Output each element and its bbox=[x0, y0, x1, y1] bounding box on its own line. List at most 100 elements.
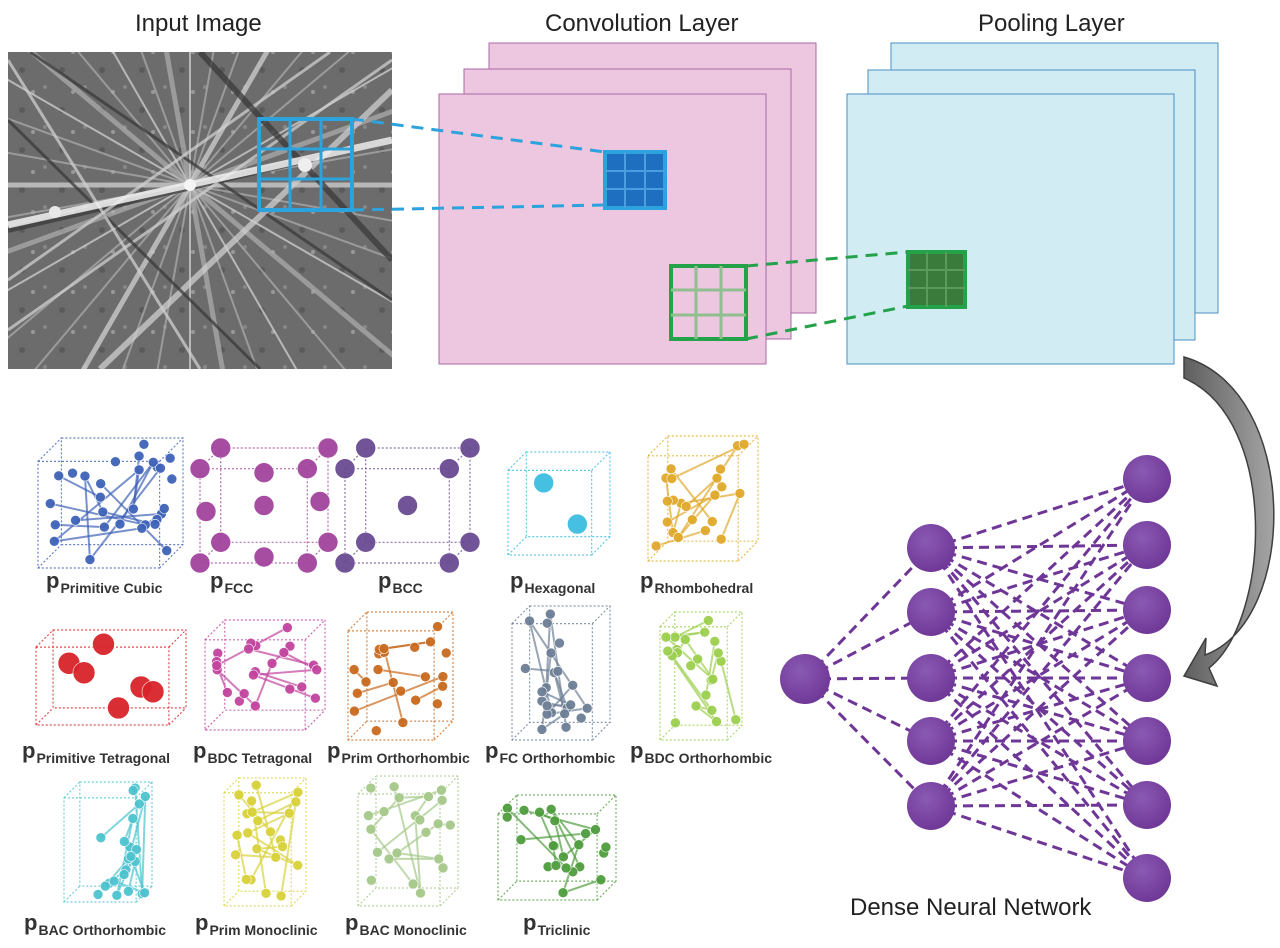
bcc-lattice-icon bbox=[334, 437, 481, 574]
crystal-label-subscript: Triclinic bbox=[537, 922, 591, 938]
crystal-label-subscript: BDC Tetragonal bbox=[207, 750, 313, 766]
network-edge bbox=[930, 739, 1148, 808]
hexagonal-lattice-icon bbox=[507, 451, 611, 556]
crystal-label-prefix: p bbox=[630, 738, 644, 763]
network-edge bbox=[929, 547, 1149, 879]
network-edge bbox=[930, 477, 1148, 614]
network-node bbox=[1123, 781, 1171, 829]
network-edge bbox=[930, 543, 1148, 680]
crystal-label: pHexagonal bbox=[510, 568, 595, 596]
crystal-label-prefix: p bbox=[523, 910, 537, 935]
pooling-kernel-grid bbox=[669, 264, 748, 341]
crystal-label-subscript: Prim Orthorhombic bbox=[341, 750, 470, 766]
crystal-label: pPrimitive Tetragonal bbox=[22, 738, 170, 766]
kikuchi-bands bbox=[8, 52, 392, 369]
crystal-label-subscript: FCC bbox=[224, 580, 254, 596]
crystal-label: pPrim Monoclinic bbox=[195, 910, 318, 938]
crystal-label-prefix: p bbox=[345, 910, 359, 935]
network-node bbox=[1123, 586, 1171, 634]
fc-orthorhombic-lattice-icon bbox=[511, 605, 611, 741]
crystal-label-prefix: p bbox=[327, 738, 341, 763]
network-edge bbox=[929, 478, 1149, 807]
dense-network-edges bbox=[803, 477, 1149, 880]
triclinic-lattice-icon bbox=[497, 794, 617, 901]
network-edge bbox=[929, 676, 1149, 880]
network-edge bbox=[803, 546, 933, 681]
crystal-label-prefix: p bbox=[378, 568, 392, 593]
network-edge bbox=[930, 543, 1148, 550]
bdc-orthorhombic-lattice-icon bbox=[659, 611, 743, 741]
primitive-cubic-lattice-icon bbox=[37, 437, 184, 569]
crystal-label-prefix: p bbox=[195, 910, 209, 935]
network-edge bbox=[929, 608, 1149, 808]
conv-to-pool-connectors bbox=[745, 250, 909, 341]
network-node bbox=[1123, 654, 1171, 702]
pooling-feature-maps bbox=[846, 42, 1219, 365]
crystal-label-prefix: p bbox=[22, 738, 36, 763]
network-node bbox=[1123, 455, 1171, 503]
network-node bbox=[1123, 854, 1171, 902]
network-edge bbox=[929, 611, 1149, 879]
network-edge bbox=[930, 610, 1148, 743]
crystal-label-prefix: p bbox=[193, 738, 207, 763]
primitive-tetragonal-lattice-icon bbox=[35, 629, 187, 726]
network-edge bbox=[930, 676, 1148, 808]
crystal-label: pRhombohedral bbox=[640, 568, 753, 596]
bdc-tetragonal-lattice-icon bbox=[204, 619, 326, 731]
pool-output-cell bbox=[906, 250, 967, 309]
prim-monoclinic-lattice-icon bbox=[223, 777, 307, 907]
network-node bbox=[1123, 521, 1171, 569]
input-kernel-grid bbox=[257, 117, 354, 212]
network-edge bbox=[930, 477, 1148, 550]
network-edge bbox=[930, 546, 1148, 680]
dense-network-title: Dense Neural Network bbox=[850, 894, 1092, 921]
input-to-conv-connectors bbox=[351, 117, 606, 212]
network-node bbox=[907, 782, 955, 830]
network-edge bbox=[930, 608, 1148, 743]
crystal-label: pBDC Tetragonal bbox=[193, 738, 312, 766]
network-node bbox=[907, 717, 955, 765]
crystal-label: pPrim Orthorhombic bbox=[327, 738, 470, 766]
crystal-label: pBAC Monoclinic bbox=[345, 910, 467, 938]
fcc-lattice-icon bbox=[189, 437, 339, 574]
crystal-lattice-icons bbox=[35, 435, 759, 907]
network-edge bbox=[930, 803, 1148, 808]
crystal-label-subscript: BDC Orthorhombic bbox=[644, 750, 773, 766]
network-edge bbox=[929, 544, 1149, 807]
crystal-label-prefix: p bbox=[485, 738, 499, 763]
crystal-label-prefix: p bbox=[510, 568, 524, 593]
crystal-label: pPrimitive Cubic bbox=[46, 568, 162, 596]
crystal-label-subscript: Hexagonal bbox=[524, 580, 596, 596]
crystal-label: pTriclinic bbox=[523, 910, 590, 938]
crystal-label: pBCC bbox=[378, 568, 423, 596]
crystal-label: pFC Orthorhombic bbox=[485, 738, 615, 766]
bac-orthorhombic-lattice-icon bbox=[63, 781, 153, 903]
dense-network-nodes bbox=[780, 455, 1171, 902]
crystal-label-prefix: p bbox=[24, 910, 38, 935]
crystal-label-subscript: Primitive Tetragonal bbox=[36, 750, 171, 766]
network-node bbox=[907, 588, 955, 636]
crystal-label-subscript: Primitive Cubic bbox=[60, 580, 163, 596]
network-edge bbox=[930, 804, 1148, 880]
crystal-label-prefix: p bbox=[640, 568, 654, 593]
network-node bbox=[907, 524, 955, 572]
crystal-label-subscript: FC Orthorhombic bbox=[499, 750, 616, 766]
network-edge bbox=[929, 478, 1149, 742]
network-node bbox=[1123, 717, 1171, 765]
crystal-label: pFCC bbox=[210, 568, 253, 596]
input-image bbox=[8, 52, 392, 369]
crystal-label: pBDC Orthorhombic bbox=[630, 738, 772, 766]
pool-to-dense-arrow bbox=[1182, 356, 1275, 688]
crystal-label-subscript: BAC Orthorhombic bbox=[38, 922, 167, 938]
crystal-label-subscript: BAC Monoclinic bbox=[359, 922, 467, 938]
bac-monoclinic-lattice-icon bbox=[357, 775, 459, 907]
crystal-label-subscript: Rhombohedral bbox=[654, 580, 754, 596]
crystal-label-subscript: BCC bbox=[392, 580, 423, 596]
rhombohedral-lattice-icon bbox=[647, 435, 759, 562]
network-node bbox=[780, 654, 830, 704]
crystal-label: pBAC Orthorhombic bbox=[24, 910, 166, 938]
crystal-label-subscript: Prim Monoclinic bbox=[209, 922, 318, 938]
conv-output-cell bbox=[603, 150, 667, 210]
